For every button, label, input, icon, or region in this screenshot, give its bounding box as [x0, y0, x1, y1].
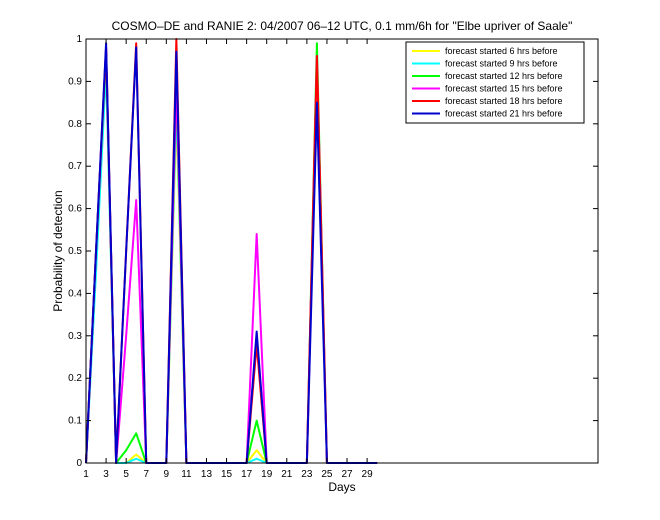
y-tick-label: 0.3 — [68, 331, 82, 342]
chart-title: COSMO–DE and RANIE 2: 04/2007 06–12 UTC,… — [112, 19, 573, 33]
legend-entry: forecast started 15 hrs before — [445, 84, 563, 94]
y-tick-label: 0 — [76, 458, 82, 469]
y-tick-label: 1 — [76, 34, 82, 45]
legend-entry: forecast started 12 hrs before — [445, 71, 563, 81]
x-tick-label: 5 — [123, 469, 129, 480]
legend-entry: forecast started 6 hrs before — [445, 46, 558, 56]
y-tick-label: 0.6 — [68, 204, 82, 215]
x-tick-label: 19 — [261, 469, 273, 480]
y-tick-label: 0.9 — [68, 76, 82, 87]
legend: forecast started 6 hrs before forecast st… — [405, 41, 585, 124]
x-tick-label: 27 — [341, 469, 353, 480]
legend-box — [405, 41, 585, 124]
legend-entry: forecast started 21 hrs before — [445, 109, 563, 119]
legend-entry: forecast started 18 hrs before — [445, 96, 563, 106]
x-tick-label: 9 — [164, 469, 170, 480]
y-tick-label: 0.7 — [68, 161, 82, 172]
x-tick-label: 11 — [181, 469, 192, 480]
x-axis-label: Days — [328, 480, 355, 494]
x-axis: 1 3 5 7 9 11 13 15 17 19 21 23 25 27 29 — [83, 39, 373, 480]
y-tick-label: 0.1 — [68, 416, 82, 427]
y-tick-label: 0.2 — [68, 373, 82, 384]
legend-entry: forecast started 9 hrs before — [445, 59, 558, 69]
x-tick-label: 25 — [321, 469, 333, 480]
x-tick-label: 3 — [103, 469, 109, 480]
x-tick-label: 1 — [83, 469, 89, 480]
y-tick-label: 0.5 — [68, 246, 82, 257]
x-tick-label: 21 — [281, 469, 293, 480]
x-tick-label: 29 — [362, 469, 374, 480]
y-tick-label: 0.4 — [68, 288, 82, 299]
x-tick-label: 7 — [143, 469, 149, 480]
y-axis: 0 0.1 0.2 0.3 0.4 0.5 0.6 0.7 0.8 0.9 1 — [68, 34, 598, 469]
x-tick-label: 13 — [201, 469, 213, 480]
y-axis-label: Probability of detection — [51, 190, 65, 311]
y-tick-label: 0.8 — [68, 119, 82, 130]
x-tick-label: 15 — [221, 469, 233, 480]
x-tick-label: 23 — [301, 469, 313, 480]
x-tick-label: 17 — [241, 469, 253, 480]
